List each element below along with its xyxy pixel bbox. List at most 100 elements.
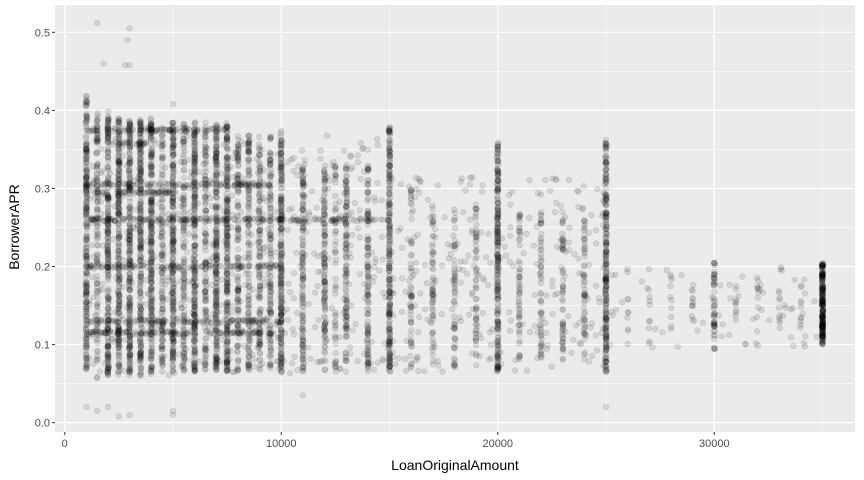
data-point xyxy=(256,336,263,343)
data-point xyxy=(494,143,501,150)
data-point xyxy=(202,352,210,360)
data-point xyxy=(104,263,111,271)
data-point xyxy=(93,150,100,157)
data-point xyxy=(538,335,545,342)
data-point xyxy=(245,167,252,174)
data-point xyxy=(82,160,90,167)
data-point xyxy=(82,365,89,372)
data-point xyxy=(104,126,111,133)
data-point xyxy=(559,208,566,216)
data-point xyxy=(83,182,90,189)
data-point xyxy=(94,137,101,144)
data-point xyxy=(429,305,436,313)
data-point xyxy=(104,134,111,141)
data-point xyxy=(105,317,112,324)
data-point xyxy=(202,297,209,304)
data-point xyxy=(105,256,112,263)
data-point xyxy=(83,331,90,338)
data-point xyxy=(386,136,393,143)
data-point xyxy=(104,113,111,120)
data-point xyxy=(83,351,90,358)
data-point xyxy=(83,172,90,179)
data-point xyxy=(104,249,111,256)
data-point xyxy=(137,290,144,297)
data-point xyxy=(83,223,90,230)
data-point xyxy=(180,284,187,291)
data-point xyxy=(104,218,111,225)
data-point xyxy=(104,343,111,350)
data-point xyxy=(137,278,144,285)
data-point xyxy=(104,354,111,361)
data-point xyxy=(104,293,111,300)
data-point xyxy=(83,101,90,109)
data-point xyxy=(83,331,90,338)
data-point xyxy=(83,281,90,288)
data-point xyxy=(83,210,90,217)
data-point xyxy=(83,361,90,368)
data-point xyxy=(104,306,112,313)
data-point xyxy=(83,148,91,155)
data-point xyxy=(83,169,91,177)
data-point xyxy=(235,272,242,280)
data-point xyxy=(105,248,112,255)
data-point xyxy=(82,344,90,351)
data-point xyxy=(104,133,112,140)
data-point xyxy=(83,316,90,323)
data-point xyxy=(83,224,91,231)
data-point xyxy=(136,338,144,345)
data-point xyxy=(83,117,90,124)
data-point xyxy=(104,210,111,217)
data-point xyxy=(105,216,112,223)
data-point xyxy=(83,251,90,258)
data-point xyxy=(105,365,112,373)
data-point xyxy=(82,205,89,212)
data-point xyxy=(386,299,394,307)
data-point xyxy=(83,298,90,305)
data-point xyxy=(322,162,329,169)
data-point xyxy=(82,141,90,148)
data-point xyxy=(202,201,209,208)
data-point xyxy=(82,347,89,354)
data-point xyxy=(105,175,112,182)
data-point xyxy=(94,219,101,226)
data-point xyxy=(494,318,501,325)
data-point xyxy=(93,223,101,230)
data-point xyxy=(126,359,133,366)
data-point xyxy=(407,283,414,291)
data-point xyxy=(104,230,111,237)
data-point xyxy=(83,363,90,370)
data-point xyxy=(560,345,567,353)
data-point xyxy=(83,98,90,105)
data-point xyxy=(104,125,111,132)
data-point xyxy=(83,340,91,347)
data-point xyxy=(83,329,90,336)
data-point xyxy=(93,135,101,142)
data-point xyxy=(105,180,112,187)
data-point xyxy=(93,312,100,319)
data-point xyxy=(93,258,101,265)
data-point xyxy=(82,155,89,162)
data-point xyxy=(105,115,112,122)
data-point xyxy=(83,117,90,124)
minor-gridlines xyxy=(55,5,855,432)
data-point xyxy=(82,147,90,154)
data-point xyxy=(94,177,101,184)
data-point xyxy=(386,185,393,192)
data-point xyxy=(104,334,111,342)
data-point xyxy=(83,288,90,296)
data-point xyxy=(429,256,436,263)
data-point xyxy=(104,324,111,331)
data-point xyxy=(104,350,112,358)
data-point xyxy=(451,318,459,325)
data-point xyxy=(105,197,112,204)
data-point xyxy=(94,352,101,359)
data-point xyxy=(93,323,101,330)
data-point xyxy=(516,307,523,314)
data-point xyxy=(83,364,90,372)
data-point xyxy=(83,220,90,227)
data-point xyxy=(94,251,101,259)
data-point xyxy=(299,303,306,310)
data-point xyxy=(82,289,90,296)
data-point xyxy=(538,309,545,317)
data-point xyxy=(105,363,112,370)
